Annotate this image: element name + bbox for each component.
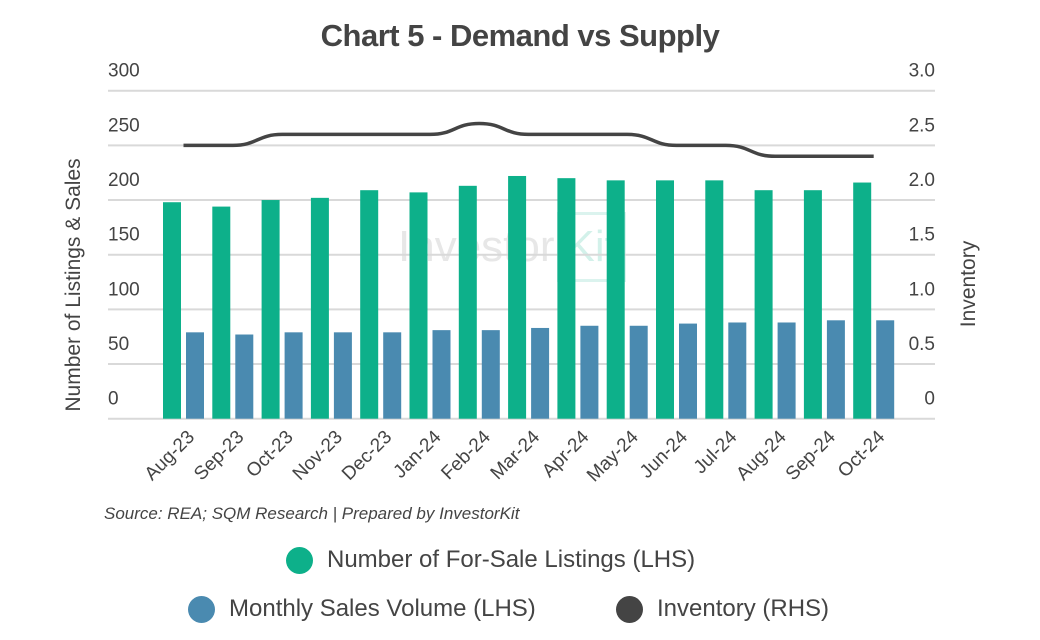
inventory-line-group (183, 121, 874, 159)
sales-bar (284, 332, 303, 419)
right-tick-label: 1.5 (909, 225, 935, 246)
x-tick-label: Oct-24 (834, 426, 889, 481)
right-tick-label: 2.0 (909, 170, 935, 191)
legend-marker-sales (188, 595, 215, 623)
inventory-line (183, 121, 874, 159)
sales-bar (679, 323, 697, 419)
sales-bar (629, 325, 648, 419)
right-axis-label: Inventory (957, 240, 980, 327)
left-tick-label: 200 (108, 170, 140, 191)
legend-label-listings: Number of For-Sale Listings (LHS) (327, 546, 696, 573)
x-tick-label: Nov-23 (289, 427, 347, 485)
legend-item-inventory[interactable]: Inventory (RHS) (616, 595, 829, 623)
listings-bar (754, 190, 773, 419)
x-tick-label: Sep-24 (782, 426, 840, 484)
listings-bar (803, 190, 822, 419)
source-note: Source: REA; SQM Research | Prepared by … (104, 504, 520, 523)
legend-label-inventory: Inventory (RHS) (657, 595, 830, 622)
sales-bar (728, 322, 747, 419)
x-tick-label: Aug-23 (141, 427, 199, 485)
listings-bar (360, 190, 379, 419)
sales-bar (580, 325, 599, 419)
x-tick-label: Feb-24 (437, 426, 495, 484)
left-tick-label: 250 (108, 115, 140, 136)
x-tick-label: Sep-23 (190, 427, 248, 485)
x-tick-label: Aug-24 (732, 426, 790, 484)
listings-bar (853, 182, 872, 419)
legend-label-sales: Monthly Sales Volume (LHS) (229, 595, 536, 622)
x-tick-label: Oct-23 (242, 427, 297, 482)
legend-item-listings[interactable]: Number of For-Sale Listings (LHS) (286, 546, 695, 574)
listings-bar (261, 200, 280, 419)
sales-bar (186, 332, 204, 419)
left-axis-ticks: 0 50 100 150 200 250 300 (108, 61, 140, 410)
sales-bar (235, 334, 254, 419)
sales-bar (531, 327, 550, 419)
listings-bar (606, 180, 625, 419)
x-tick-label: Dec-23 (338, 427, 396, 485)
sales-bar (777, 322, 796, 419)
listings-bar (508, 175, 527, 419)
sales-bar (826, 320, 845, 419)
sales-bar (432, 330, 451, 419)
right-tick-label: 1.0 (909, 279, 935, 300)
listings-bar (656, 180, 674, 419)
left-axis-label: Number of Listings & Sales (62, 158, 85, 411)
legend-item-sales[interactable]: Monthly Sales Volume (LHS) (188, 595, 536, 623)
listings-bar (310, 197, 329, 419)
left-tick-label: 100 (108, 279, 140, 300)
left-tick-label: 0 (108, 389, 119, 410)
x-tick-label: Jan-24 (390, 426, 446, 482)
x-tick-label: Jun-24 (636, 426, 692, 482)
left-tick-label: 150 (108, 225, 140, 246)
sales-bar (383, 332, 402, 419)
x-tick-label: Mar-24 (487, 426, 545, 484)
legend-marker-listings (286, 546, 313, 574)
listings-bar (409, 192, 428, 419)
sales-bar (333, 332, 352, 419)
right-axis-ticks: 0 0.5 1.0 1.5 2.0 2.5 3.0 (909, 61, 935, 410)
listings-bar (557, 178, 576, 419)
bars (163, 175, 895, 419)
chart-title: Chart 5 - Demand vs Supply (320, 18, 720, 53)
legend-marker-inventory (616, 595, 643, 623)
sales-bar (876, 320, 895, 419)
listings-bar (163, 202, 181, 419)
x-tick-label: May-24 (583, 426, 643, 486)
sales-bar (481, 330, 500, 419)
left-tick-label: 50 (108, 334, 129, 355)
left-tick-label: 300 (108, 61, 140, 82)
right-tick-label: 0.5 (909, 334, 935, 355)
listings-bar (212, 206, 231, 419)
listings-bar (458, 185, 477, 419)
right-tick-label: 0 (924, 389, 935, 410)
right-tick-label: 3.0 (909, 61, 935, 82)
right-tick-label: 2.5 (909, 115, 935, 136)
listings-bar (705, 180, 724, 419)
x-axis-ticks: Aug-23Sep-23Oct-23Nov-23Dec-23Jan-24Feb-… (141, 426, 890, 486)
